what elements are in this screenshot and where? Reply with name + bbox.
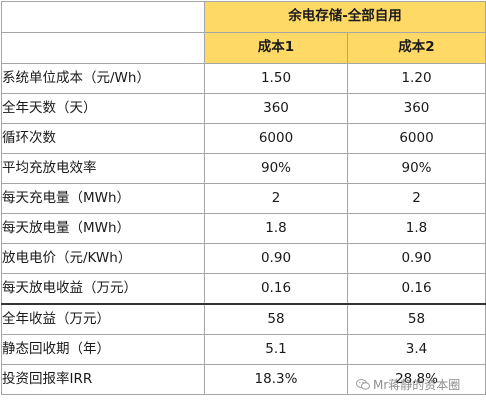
cost1-value: 90% <box>204 153 348 184</box>
cost1-value: 18.3% <box>204 364 348 395</box>
cost2-value: 3.4 <box>346 334 486 365</box>
cost2-value: 90% <box>346 153 486 184</box>
wechat-icon <box>356 379 370 390</box>
table-row: 系统单位成本（元/Wh） 1.50 1.20 <box>1 63 486 94</box>
cost2-value: 1.20 <box>346 63 486 94</box>
row-label: 全年收益（万元） <box>1 303 205 335</box>
cost2-value: 0.90 <box>346 243 486 274</box>
cost1-value: 0.16 <box>204 273 348 305</box>
cost1-value: 0.90 <box>204 243 348 274</box>
table-row: 平均充放电效率 90% 90% <box>1 153 486 184</box>
row-label: 平均充放电效率 <box>1 153 205 184</box>
table-row: 投资回报率IRR 18.3% 28.8% <box>1 364 486 395</box>
column-header-cost1: 成本1 <box>204 32 348 64</box>
cost1-value: 6000 <box>204 123 348 154</box>
cost2-value: 2 <box>346 183 486 214</box>
cost2-value: 0.16 <box>346 273 486 305</box>
row-label: 全年天数（天） <box>1 93 205 124</box>
table-row: 循环次数 6000 6000 <box>1 123 486 154</box>
row-label: 每天充电量（MWh） <box>1 183 205 214</box>
cost2-value: 1.8 <box>346 213 486 244</box>
cost1-value: 1.8 <box>204 213 348 244</box>
cost1-value: 58 <box>204 303 348 335</box>
watermark-text: Mr蒋静的资本圈 <box>373 378 461 392</box>
table-row: 每天放电量（MWh） 1.8 1.8 <box>1 213 486 244</box>
row-label: 每天放电量（MWh） <box>1 213 205 244</box>
watermark: Mr蒋静的资本圈 <box>356 376 460 393</box>
cost1-value: 1.50 <box>204 63 348 94</box>
cost1-value: 5.1 <box>204 334 348 365</box>
column-header-cost2: 成本2 <box>346 32 486 64</box>
cost2-value: 360 <box>346 93 486 124</box>
cost2-value: 58 <box>346 303 486 335</box>
column-header-row: 成本1 成本2 <box>1 32 486 64</box>
table-row: 每天放电收益（万元） 0.16 0.16 <box>1 273 486 305</box>
row-label: 静态回收期（年） <box>1 334 205 365</box>
row-label: 每天放电收益（万元） <box>1 273 205 305</box>
table-row: 放电电价（元/KWh） 0.90 0.90 <box>1 243 486 274</box>
scenario-header-row: 余电存储-全部自用 <box>1 1 486 33</box>
cost2-value: 6000 <box>346 123 486 154</box>
cost2-value: 28.8% <box>346 364 486 395</box>
table-row: 全年天数（天） 360 360 <box>1 93 486 124</box>
row-label: 循环次数 <box>1 123 205 154</box>
header-corner-cell <box>1 1 205 33</box>
cost1-value: 360 <box>204 93 348 124</box>
row-label: 放电电价（元/KWh） <box>1 243 205 274</box>
table-row: 静态回收期（年） 5.1 3.4 <box>1 334 486 365</box>
scenario-title: 余电存储-全部自用 <box>203 1 486 33</box>
row-label: 投资回报率IRR <box>1 364 205 395</box>
cost-comparison-table: 余电存储-全部自用 成本1 成本2 系统单位成本（元/Wh） 1.50 1.20… <box>1 1 486 395</box>
table-row: 每天充电量（MWh） 2 2 <box>1 183 486 214</box>
header-corner-cell <box>1 32 205 64</box>
table-row: 全年收益（万元） 58 58 <box>1 303 486 335</box>
cost1-value: 2 <box>204 183 348 214</box>
row-label: 系统单位成本（元/Wh） <box>1 63 205 94</box>
